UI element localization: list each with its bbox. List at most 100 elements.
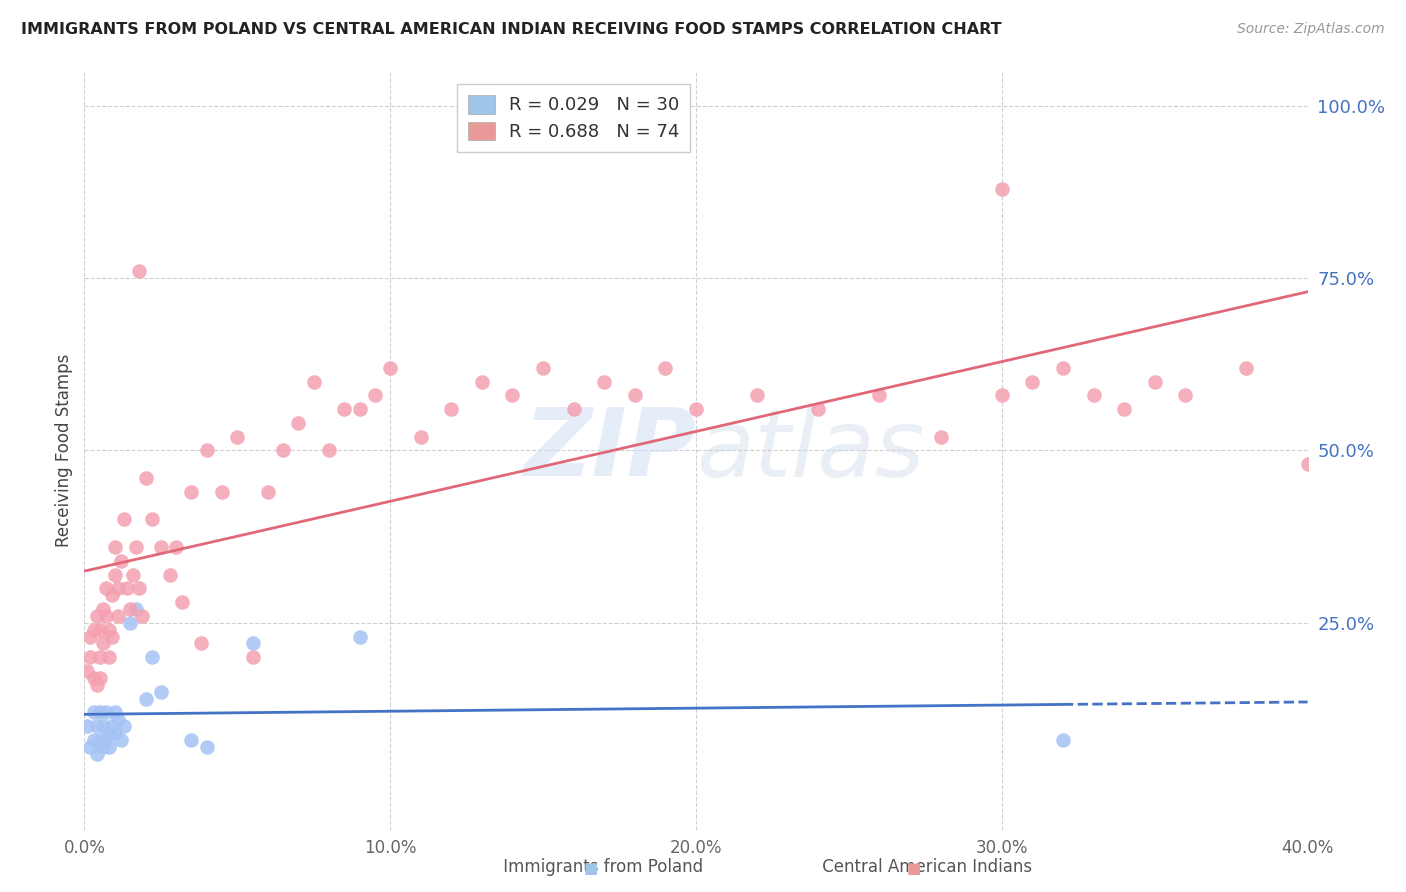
Point	[91, 719, 114, 733]
Point	[76, 719, 98, 733]
Point	[226, 430, 249, 444]
Point	[991, 388, 1014, 402]
Point	[83, 706, 105, 720]
Point	[101, 630, 124, 644]
Point	[97, 726, 120, 740]
Point	[120, 602, 142, 616]
Point	[79, 650, 101, 665]
Point	[190, 636, 212, 650]
Point	[318, 443, 340, 458]
Point	[120, 615, 142, 630]
Point	[97, 650, 120, 665]
Point	[107, 712, 129, 726]
Point	[112, 512, 135, 526]
Point	[149, 684, 172, 698]
Point	[83, 671, 105, 685]
Text: Source: ZipAtlas.com: Source: ZipAtlas.com	[1237, 22, 1385, 37]
Point	[79, 739, 101, 754]
Point	[141, 512, 163, 526]
Point	[624, 388, 647, 402]
Point	[107, 582, 129, 596]
Point	[1083, 388, 1105, 402]
Point	[135, 471, 157, 485]
Text: Central American Indians: Central American Indians	[796, 858, 1032, 876]
Point	[89, 671, 111, 685]
Point	[180, 733, 202, 747]
Point	[242, 650, 264, 665]
Point	[104, 706, 127, 720]
Point	[991, 181, 1014, 195]
Point	[104, 567, 127, 582]
Point	[471, 375, 494, 389]
Point	[128, 582, 150, 596]
Point	[79, 630, 101, 644]
Point	[101, 719, 124, 733]
Point	[869, 388, 891, 402]
Point	[1236, 360, 1258, 375]
Point	[89, 706, 111, 720]
Point	[747, 388, 769, 402]
Point	[1296, 457, 1319, 471]
Point	[180, 484, 202, 499]
Point	[685, 402, 707, 417]
Point	[94, 582, 117, 596]
Point	[83, 733, 105, 747]
Point	[94, 733, 117, 747]
Point	[86, 608, 108, 623]
Point	[94, 706, 117, 720]
Point	[94, 608, 117, 623]
Point	[86, 719, 108, 733]
Point	[502, 388, 524, 402]
Point	[1143, 375, 1166, 389]
Point	[409, 430, 432, 444]
Point	[91, 602, 114, 616]
Text: ZIP: ZIP	[523, 404, 696, 497]
Legend: R = 0.029   N = 30, R = 0.688   N = 74: R = 0.029 N = 30, R = 0.688 N = 74	[457, 84, 690, 152]
Point	[364, 388, 387, 402]
Point	[195, 739, 218, 754]
Point	[97, 623, 120, 637]
Text: ■: ■	[907, 861, 921, 876]
Text: atlas: atlas	[696, 405, 924, 496]
Point	[531, 360, 554, 375]
Text: Immigrants from Poland: Immigrants from Poland	[478, 858, 703, 876]
Point	[165, 540, 187, 554]
Point	[149, 540, 172, 554]
Point	[440, 402, 463, 417]
Point	[654, 360, 676, 375]
Point	[929, 430, 952, 444]
Point	[122, 567, 145, 582]
Point	[104, 540, 127, 554]
Point	[1114, 402, 1136, 417]
Point	[562, 402, 585, 417]
Point	[89, 623, 111, 637]
Point	[349, 630, 371, 644]
Point	[159, 567, 181, 582]
Point	[242, 636, 264, 650]
Point	[89, 650, 111, 665]
Point	[76, 664, 98, 678]
Point	[128, 264, 150, 278]
Point	[83, 623, 105, 637]
Point	[107, 608, 129, 623]
Point	[807, 402, 830, 417]
Point	[1174, 388, 1197, 402]
Point	[1052, 733, 1074, 747]
Point	[86, 747, 108, 761]
Point	[89, 733, 111, 747]
Text: IMMIGRANTS FROM POLAND VS CENTRAL AMERICAN INDIAN RECEIVING FOOD STAMPS CORRELAT: IMMIGRANTS FROM POLAND VS CENTRAL AMERIC…	[21, 22, 1001, 37]
Point	[91, 636, 114, 650]
Point	[287, 416, 309, 430]
Point	[211, 484, 233, 499]
Point	[195, 443, 218, 458]
Point	[104, 726, 127, 740]
Text: ■: ■	[583, 861, 598, 876]
Point	[135, 691, 157, 706]
Point	[86, 678, 108, 692]
Point	[141, 650, 163, 665]
Point	[115, 582, 138, 596]
Point	[112, 719, 135, 733]
Point	[380, 360, 402, 375]
Point	[349, 402, 371, 417]
Point	[271, 443, 294, 458]
